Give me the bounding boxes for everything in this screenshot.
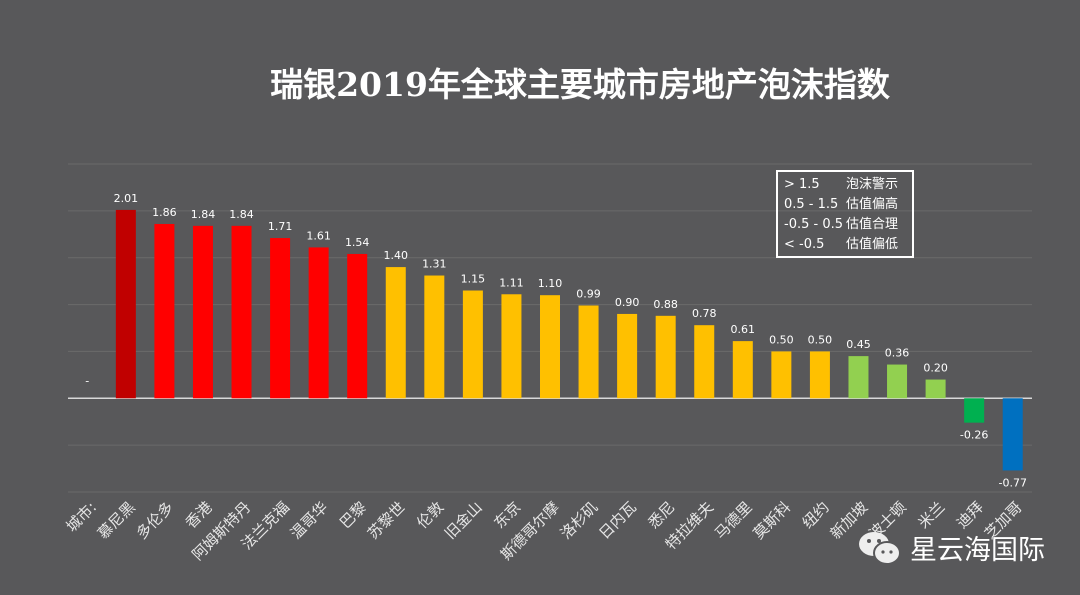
- bar: [385, 267, 406, 399]
- legend: > 1.5 泡沫警示 0.5 - 1.5 估值偏高 -0.5 - 0.5 估值合理 <…: [776, 170, 914, 258]
- legend-entry: 0.5 - 1.5 估值偏高: [784, 195, 906, 215]
- category-label: 香港: [182, 498, 216, 532]
- bar: [925, 379, 946, 399]
- category-label: 旧金山: [441, 498, 486, 543]
- watermark: 星云海国际: [858, 528, 1045, 567]
- data-label: 1.15: [461, 273, 486, 286]
- data-label: 0.90: [615, 296, 640, 309]
- bar: [270, 238, 291, 399]
- data-label: 1.40: [384, 249, 409, 262]
- category-label: 东京: [490, 498, 524, 532]
- data-label: 1.61: [306, 229, 331, 242]
- data-label: 2.01: [114, 192, 139, 205]
- bar: [308, 247, 329, 399]
- data-label: 1.54: [345, 236, 370, 249]
- data-label: 1.11: [499, 276, 524, 289]
- data-label: 1.10: [538, 277, 563, 290]
- category-label: 洛杉矶: [557, 498, 602, 543]
- legend-label: 估值偏低: [846, 237, 899, 252]
- legend-entry: > 1.5 泡沫警示: [784, 175, 906, 195]
- category-label: 米兰: [914, 498, 948, 532]
- category-label: 慕尼黑: [94, 498, 139, 543]
- category-label: 巴黎: [336, 498, 370, 532]
- bar: [848, 356, 869, 399]
- legend-label: 估值偏高: [846, 197, 899, 212]
- watermark-text: 星云海国际: [910, 535, 1045, 566]
- data-label: -0.77: [998, 476, 1026, 489]
- bar: [462, 290, 483, 399]
- legend-range: -0.5 - 0.5: [784, 217, 843, 232]
- legend-range: 0.5 - 1.5: [784, 197, 839, 212]
- data-label: 0.61: [731, 323, 756, 336]
- category-label: 伦敦: [413, 498, 447, 532]
- category-label: 日内瓦: [595, 498, 640, 543]
- data-label: 0.45: [846, 338, 871, 351]
- legend-entry: < -0.5 估值偏低: [784, 235, 906, 255]
- bar: [771, 351, 792, 399]
- bar: [115, 209, 136, 399]
- legend-label: 估值合理: [846, 217, 899, 232]
- data-label: 1.86: [152, 206, 177, 219]
- category-label: 莫斯科: [750, 498, 795, 543]
- wechat-icon: [859, 531, 901, 565]
- category-label: 苏黎世: [364, 498, 409, 543]
- bar: [154, 223, 175, 399]
- bar: [732, 341, 753, 399]
- data-label: 1.71: [268, 220, 293, 233]
- bar: [578, 305, 599, 399]
- bar: [347, 253, 368, 399]
- bar: [655, 315, 676, 399]
- category-label: 迪拜: [953, 498, 987, 532]
- bar: [1002, 398, 1023, 471]
- data-label: 1.84: [191, 208, 216, 221]
- bar: [617, 313, 638, 399]
- legend-range: > 1.5: [784, 177, 820, 192]
- data-label: 0.50: [808, 333, 833, 346]
- category-label: 多伦多: [133, 498, 178, 543]
- category-label: 纽约: [799, 498, 833, 532]
- bar: [540, 295, 560, 399]
- data-label: 1.31: [422, 258, 447, 271]
- legend-range: < -0.5: [784, 237, 825, 252]
- chart-title: 瑞银2019年全球主要城市房地产泡沫指数: [270, 65, 890, 104]
- data-label: 0.99: [576, 288, 601, 301]
- data-label: 1.84: [229, 208, 254, 221]
- bar: [192, 225, 213, 399]
- data-label: 0.36: [885, 347, 910, 360]
- bar: [887, 364, 908, 399]
- legend-entry: -0.5 - 0.5 估值合理: [784, 215, 906, 235]
- bar: [231, 225, 252, 399]
- data-label: -0.26: [960, 429, 988, 442]
- category-label: 马德里: [711, 498, 756, 543]
- bar: [694, 325, 715, 399]
- legend-label: 泡沫警示: [846, 177, 899, 192]
- bar: [501, 294, 522, 399]
- data-label: 0.88: [653, 298, 678, 311]
- data-label: -: [85, 374, 89, 387]
- category-label: 温哥华: [287, 498, 332, 543]
- category-label: 悉尼: [645, 498, 679, 532]
- data-label: 0.20: [923, 362, 948, 375]
- data-label: 0.78: [692, 307, 717, 320]
- bar: [424, 275, 445, 399]
- bar: [809, 351, 830, 399]
- bar: [964, 398, 985, 423]
- data-label: 0.50: [769, 333, 794, 346]
